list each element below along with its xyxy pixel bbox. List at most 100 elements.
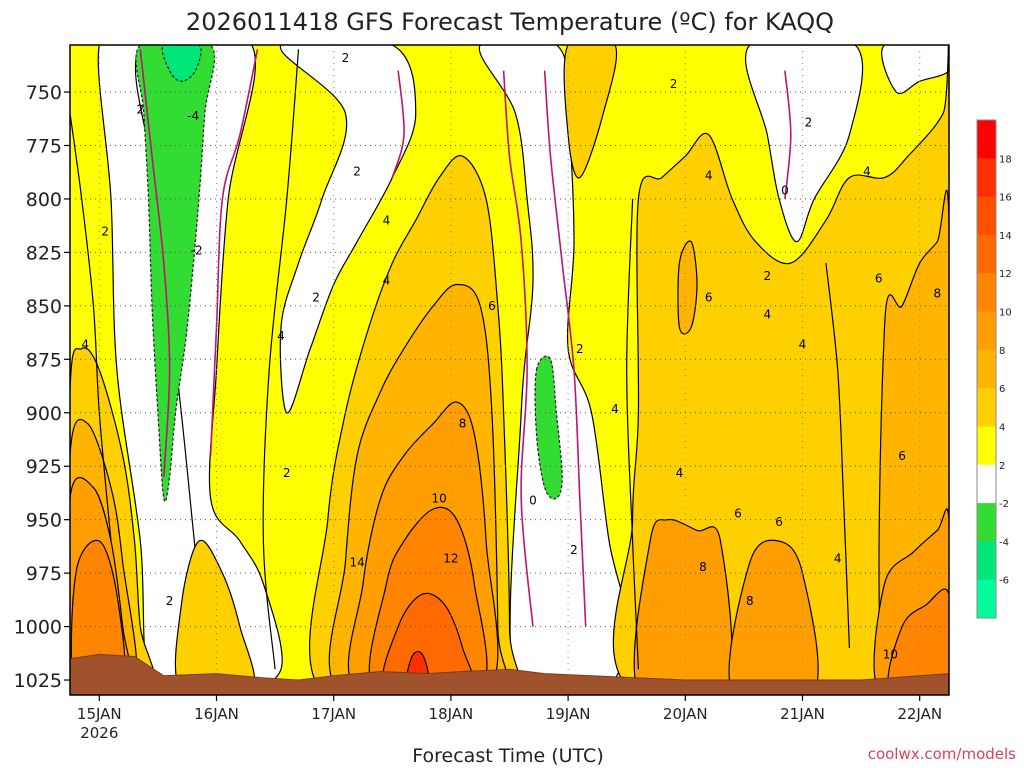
contour-label: -2 [191, 244, 203, 258]
temp-region [887, 588, 949, 695]
contour-label: 2 [763, 269, 771, 283]
x-tick-label: 22JAN [897, 705, 942, 723]
contour-label: 4 [277, 329, 285, 343]
x-tick-label: 20JAN [663, 705, 708, 723]
contour-label: 2 [670, 77, 678, 91]
zero-contour [543, 70, 587, 627]
contour-label: 8 [933, 286, 941, 300]
contour-label: 8 [699, 560, 707, 574]
x-tick-label: 15JAN [77, 705, 122, 723]
contour-label: 0 [529, 494, 537, 508]
zero-contour [139, 49, 171, 477]
temp-region [563, 45, 618, 179]
colorbar-tick-label: 18 [999, 154, 1012, 165]
x-tick-label: 16JAN [194, 705, 239, 723]
colorbar-swatch [977, 579, 996, 619]
temp-region [881, 45, 949, 95]
temp-region [677, 240, 698, 335]
contour-label: 6 [734, 507, 742, 521]
contour-label: 2 [312, 291, 320, 305]
y-tick-label: 800 [26, 189, 62, 211]
colorbar-swatch [977, 234, 996, 274]
colorbar-tick-label: 2 [999, 461, 1005, 472]
contour-lines [70, 49, 850, 670]
colorbar-swatch [977, 388, 996, 427]
y-tick-label: 925 [26, 456, 62, 478]
colorbar-swatch [977, 541, 996, 581]
contour-label: 4 [611, 402, 619, 416]
ground-terrain [70, 653, 949, 695]
zero-contour [784, 70, 792, 199]
colorbar-tick-label: 8 [999, 346, 1005, 357]
x-axis-title: Forecast Time (UTC) [412, 745, 603, 767]
isotherm-contour [262, 49, 300, 670]
y-tick-label: 875 [26, 349, 62, 371]
colorbar-tick-label: 14 [999, 231, 1012, 242]
isotherm-contour [70, 113, 112, 542]
colorbar-tick-label: -2 [999, 499, 1009, 510]
contour-label: 6 [775, 515, 783, 529]
y-tick-label: 1025 [14, 670, 62, 692]
contour-label: 0 [781, 184, 789, 198]
contour-label: 6 [705, 291, 713, 305]
temp-region [728, 539, 819, 695]
contour-label: 2 [570, 543, 578, 557]
x-tick-label: 17JAN [311, 705, 356, 723]
contour-label: 2 [353, 164, 361, 178]
contour-label: 4 [799, 338, 807, 352]
temp-region [279, 45, 417, 414]
colorbar-tick-label: 12 [999, 269, 1012, 280]
zero-contour [391, 70, 405, 178]
contour-label: 2 [166, 594, 174, 608]
terrain-ground [70, 653, 949, 695]
x-tick-label: 18JAN [429, 705, 474, 723]
y-tick-label: 1000 [14, 617, 62, 639]
temp-region [135, 45, 216, 503]
contour-label: -4 [187, 109, 199, 123]
zero-contour [502, 70, 534, 627]
isotherm-contour [825, 263, 850, 649]
temp-region [534, 355, 563, 500]
contour-label: 2 [283, 466, 291, 480]
plot-frame [69, 44, 950, 696]
contour-label: 4 [863, 164, 871, 178]
contour-label: 8 [746, 594, 754, 608]
contour-label: 8 [459, 417, 467, 431]
contour-label: 6 [875, 271, 883, 285]
y-tick-label: 850 [26, 296, 62, 318]
colorbar-tick-label: 16 [999, 193, 1012, 204]
y-tick-label: 975 [26, 563, 62, 585]
x-tick-label: 19JAN [546, 705, 591, 723]
contour-label: 2 [342, 51, 350, 65]
contour-label: 4 [705, 169, 713, 183]
colorbar-tick-label: -4 [999, 537, 1009, 548]
y-tick-label: 900 [26, 403, 62, 425]
contour-label: 14 [349, 556, 364, 570]
contour-label: 2 [136, 102, 144, 116]
credit-link[interactable]: coolwx.com/models [868, 745, 1016, 763]
colorbar-frame [976, 119, 997, 619]
contour-label: 6 [898, 449, 906, 463]
colorbar-swatch [977, 464, 996, 504]
contour-label: 10 [432, 492, 447, 506]
y-tick-label: 775 [26, 135, 62, 157]
y-axis: 750 775 800 825 850 875 900 925 950 975 1000 1025 [14, 82, 70, 692]
contour-label: 4 [834, 551, 842, 565]
contour-label: 2 [101, 224, 109, 238]
contour-label: 2 [576, 342, 584, 356]
x-tick-label: 21JAN [780, 705, 825, 723]
temp-region [161, 45, 202, 82]
contour-label: 4 [763, 308, 771, 322]
colorbar-swatch [977, 120, 996, 159]
colorbar-tick-label: 6 [999, 384, 1005, 395]
colorbar-tick-label: 4 [999, 423, 1005, 434]
y-tick-label: 825 [26, 242, 62, 264]
temperature-field [70, 45, 949, 695]
y-tick-label: 950 [26, 510, 62, 532]
contour-labels: 2 -4 -2 2 4 2 2 2 4 2 4 2 4 6 8 10 14 12 0 2 2 4 2 4 0 2 4 2 6 4 4 4 6 6 8… [81, 51, 941, 662]
contour-label: 4 [383, 274, 391, 288]
colorbar-swatch [977, 349, 996, 389]
contour-label: 4 [81, 338, 89, 352]
contour-label: 2 [805, 115, 813, 129]
contour-label: 12 [443, 551, 458, 565]
